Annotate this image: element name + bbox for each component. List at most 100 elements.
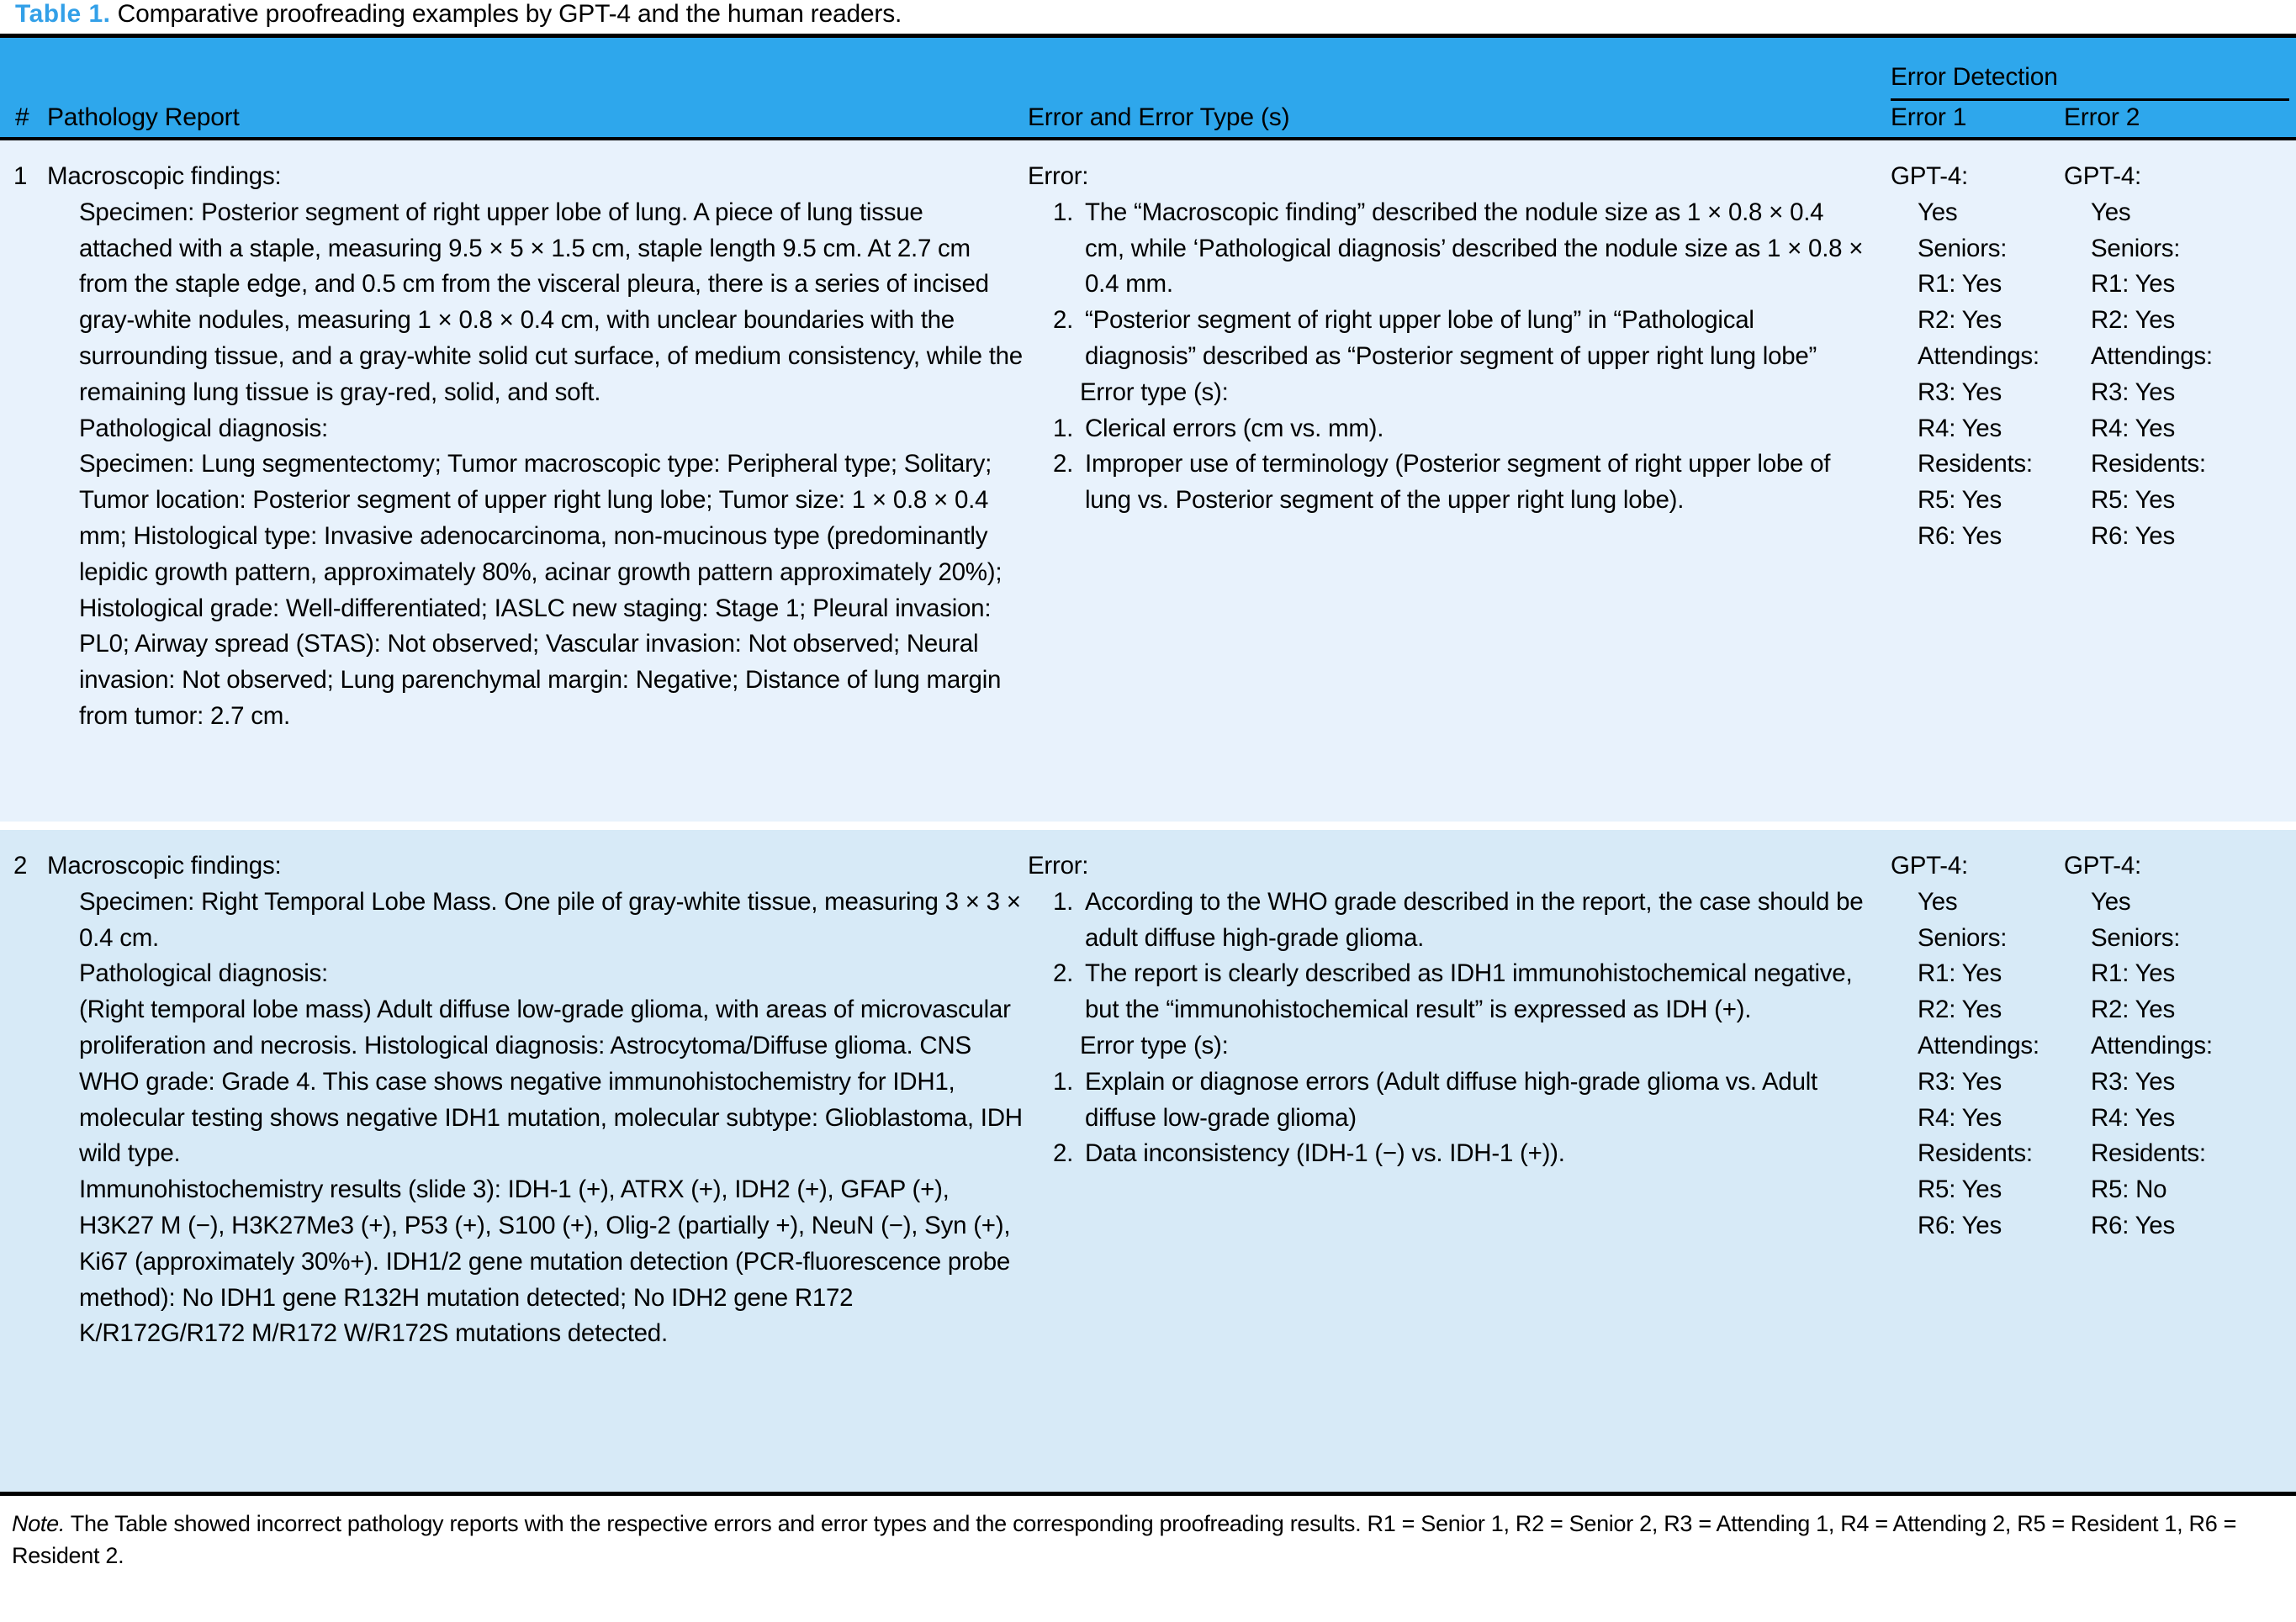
detection-reader-r3: R3: Yes <box>1918 378 2002 406</box>
error-type-list-item: Explain or diagnose errors (Adult diffus… <box>1080 1065 1869 1137</box>
column-header-error-and-type: Error and Error Type (s) <box>1028 103 1290 131</box>
detection-group-attendings: Attendings: <box>2091 341 2213 370</box>
detection-reader-r5: R5: No <box>2091 1176 2167 1204</box>
report-heading-pathological: Pathological diagnosis: <box>79 414 329 442</box>
column-group-header-error-detection: Error Detection <box>1891 63 2058 91</box>
detection-reader-r4: R4: Yes <box>1918 1103 2002 1132</box>
error-and-type-cell: Error: According to the WHO grade descri… <box>1028 848 1869 1172</box>
row-number: 2 <box>13 852 28 880</box>
detection-group-residents: Residents: <box>1918 1139 2033 1168</box>
pathology-report-cell: Macroscopic findings: Specimen: Posterio… <box>47 159 1023 735</box>
detection-source-gpt4: GPT-4: <box>2064 162 2141 190</box>
error-2-detection-cell: GPT-4: Yes Seniors: R1: Yes R2: Yes Atte… <box>2064 159 2257 555</box>
row-separator <box>0 822 2296 830</box>
table-top-rule <box>0 34 2296 38</box>
error-list: According to the WHO grade described in … <box>1028 885 1869 1028</box>
table-header-rule <box>0 137 2296 140</box>
pathology-report-cell: Macroscopic findings: Specimen: Right Te… <box>47 848 1023 1352</box>
column-group-underline <box>1891 98 2289 101</box>
detection-reader-r3: R3: Yes <box>1918 1067 2002 1096</box>
detection-group-seniors: Seniors: <box>2091 234 2181 262</box>
detection-reader-r2: R2: Yes <box>2091 996 2175 1024</box>
column-header-error-2: Error 2 <box>2064 103 2140 131</box>
detection-gpt4-answer: Yes <box>2091 198 2131 226</box>
detection-group-attendings: Attendings: <box>1918 341 2039 370</box>
detection-group-seniors: Seniors: <box>2091 923 2181 952</box>
detection-group-residents: Residents: <box>1918 450 2033 478</box>
error-1-detection-cell: GPT-4: Yes Seniors: R1: Yes R2: Yes Atte… <box>1891 159 2066 555</box>
detection-reader-r5: R5: Yes <box>2091 486 2175 515</box>
detection-group-seniors: Seniors: <box>1918 923 2008 952</box>
detection-group-attendings: Attendings: <box>1918 1031 2039 1059</box>
table-note: Note. The Table showed incorrect patholo… <box>0 1496 2296 1572</box>
detection-reader-r6: R6: Yes <box>2091 1211 2175 1239</box>
detection-gpt4-answer: Yes <box>2091 887 2131 916</box>
table-caption-label: Table 1. <box>15 0 111 28</box>
detection-reader-r4: R4: Yes <box>2091 414 2175 442</box>
table-header-band: # Pathology Report Error and Error Type … <box>0 38 2296 137</box>
report-heading-macroscopic: Macroscopic findings: <box>47 852 282 880</box>
error-heading: Error: <box>1028 852 1089 880</box>
detection-reader-r6: R6: Yes <box>2091 521 2175 550</box>
detection-reader-r3: R3: Yes <box>2091 378 2175 406</box>
detection-group-residents: Residents: <box>2091 450 2206 478</box>
report-pathological-text: (Right temporal lobe mass) Adult diffuse… <box>79 996 1023 1168</box>
detection-group-residents: Residents: <box>2091 1139 2206 1168</box>
detection-reader-r1: R1: Yes <box>2091 959 2175 988</box>
error-list: The “Macroscopic finding” described the … <box>1028 195 1869 375</box>
table-bottom-rule <box>0 1492 2296 1496</box>
detection-reader-r1: R1: Yes <box>1918 959 2002 988</box>
error-type-list-item: Clerical errors (cm vs. mm). <box>1080 411 1869 447</box>
detection-reader-r2: R2: Yes <box>2091 306 2175 335</box>
error-list-item: According to the WHO grade described in … <box>1080 885 1869 957</box>
table-note-prefix: Note. <box>12 1511 66 1536</box>
detection-reader-r3: R3: Yes <box>2091 1067 2175 1096</box>
table-note-text: The Table showed incorrect pathology rep… <box>12 1511 2237 1568</box>
error-1-detection-cell: GPT-4: Yes Seniors: R1: Yes R2: Yes Atte… <box>1891 848 2066 1244</box>
detection-reader-r5: R5: Yes <box>1918 1176 2002 1204</box>
detection-gpt4-answer: Yes <box>1918 887 1958 916</box>
report-pathological-text: Specimen: Lung segmentectomy; Tumor macr… <box>79 450 1003 730</box>
error-list-item: The report is clearly described as IDH1 … <box>1080 956 1869 1028</box>
report-macroscopic-text: Specimen: Posterior segment of right upp… <box>79 198 1023 406</box>
report-heading-pathological: Pathological diagnosis: <box>79 959 329 988</box>
detection-source-gpt4: GPT-4: <box>1891 852 1968 880</box>
detection-reader-r6: R6: Yes <box>1918 521 2002 550</box>
error-list-item: “Posterior segment of right upper lobe o… <box>1080 303 1869 375</box>
detection-group-seniors: Seniors: <box>1918 234 2008 262</box>
error-type-list: Clerical errors (cm vs. mm). Improper us… <box>1028 411 1869 519</box>
error-type-list: Explain or diagnose errors (Adult diffus… <box>1028 1065 1869 1172</box>
table-caption-text: Comparative proofreading examples by GPT… <box>117 0 902 28</box>
column-header-pathology-report: Pathology Report <box>47 103 240 131</box>
detection-group-attendings: Attendings: <box>2091 1031 2213 1059</box>
error-and-type-cell: Error: The “Macroscopic finding” describ… <box>1028 159 1869 519</box>
report-heading-macroscopic: Macroscopic findings: <box>47 162 282 190</box>
error-type-list-item: Data inconsistency (IDH-1 (−) vs. IDH-1 … <box>1080 1136 1869 1172</box>
error-2-detection-cell: GPT-4: Yes Seniors: R1: Yes R2: Yes Atte… <box>2064 848 2257 1244</box>
detection-reader-r2: R2: Yes <box>1918 996 2002 1024</box>
error-type-heading: Error type (s): <box>1080 378 1229 406</box>
report-macroscopic-text: Specimen: Right Temporal Lobe Mass. One … <box>79 887 1021 952</box>
column-header-number: # <box>15 103 29 131</box>
detection-reader-r4: R4: Yes <box>2091 1103 2175 1132</box>
detection-reader-r1: R1: Yes <box>2091 270 2175 299</box>
error-list-item: The “Macroscopic finding” described the … <box>1080 195 1869 303</box>
error-heading: Error: <box>1028 162 1089 190</box>
detection-reader-r4: R4: Yes <box>1918 414 2002 442</box>
detection-reader-r2: R2: Yes <box>1918 306 2002 335</box>
table-row: 1 Macroscopic findings: Specimen: Poster… <box>0 140 2296 822</box>
table-row: 2 Macroscopic findings: Specimen: Right … <box>0 830 2296 1492</box>
detection-reader-r1: R1: Yes <box>1918 270 2002 299</box>
table-caption: Table 1. Comparative proofreading exampl… <box>0 0 2296 34</box>
report-immunohistochemistry-text: Immunohistochemistry results (slide 3): … <box>79 1176 1011 1348</box>
detection-source-gpt4: GPT-4: <box>2064 852 2141 880</box>
error-type-heading: Error type (s): <box>1080 1031 1229 1059</box>
column-header-error-1: Error 1 <box>1891 103 1967 131</box>
row-number: 1 <box>13 162 28 190</box>
detection-reader-r5: R5: Yes <box>1918 486 2002 515</box>
error-type-list-item: Improper use of terminology (Posterior s… <box>1080 446 1869 519</box>
detection-reader-r6: R6: Yes <box>1918 1211 2002 1239</box>
detection-source-gpt4: GPT-4: <box>1891 162 1968 190</box>
detection-gpt4-answer: Yes <box>1918 198 1958 226</box>
